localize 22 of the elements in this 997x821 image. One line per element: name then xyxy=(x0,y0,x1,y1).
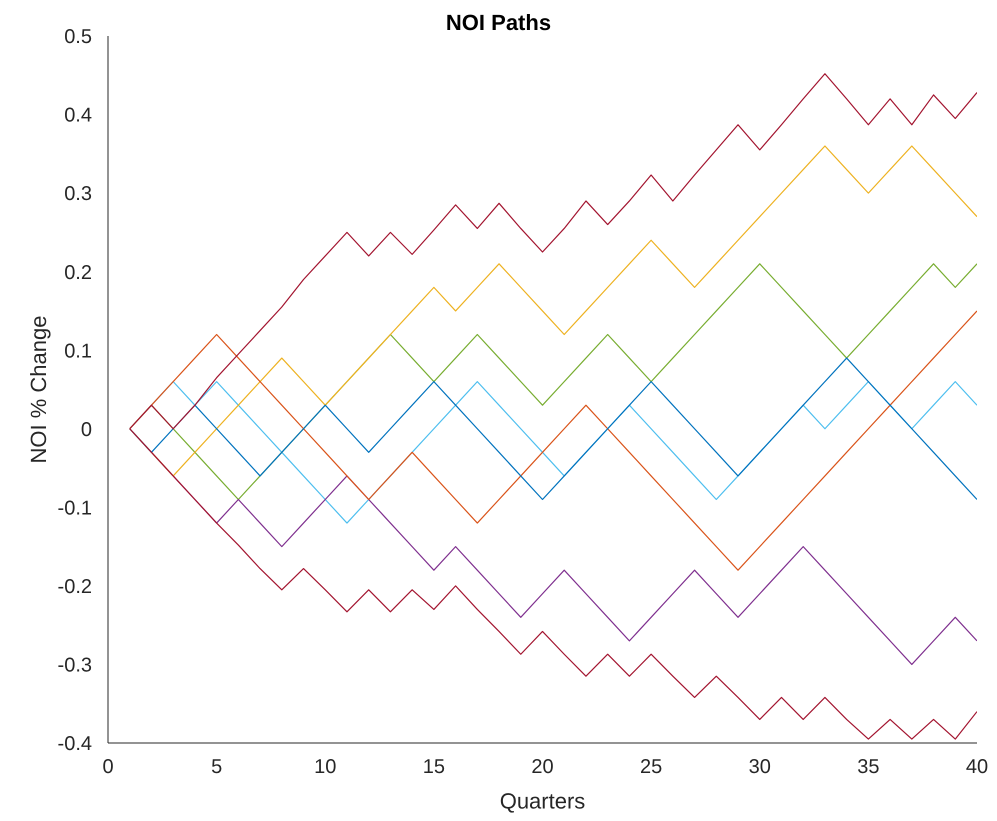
x-tick-label: 15 xyxy=(422,756,445,778)
y-tick-label: 0.5 xyxy=(64,26,92,48)
x-tick-label: 40 xyxy=(966,756,988,778)
x-tick-label: 0 xyxy=(102,756,114,778)
x-tick-label: 20 xyxy=(531,756,554,778)
x-tick-label: 30 xyxy=(748,756,771,778)
y-tick-label: -0.1 xyxy=(58,497,92,520)
x-tick-label: 10 xyxy=(314,756,336,778)
y-tick-label: 0.4 xyxy=(64,104,92,127)
x-tick-label: 35 xyxy=(857,756,880,778)
y-axis-title: NOI % Change xyxy=(26,316,51,464)
chart-title: NOI Paths xyxy=(446,10,552,35)
y-tick-label: 0.3 xyxy=(64,183,92,206)
x-tick-label: 5 xyxy=(211,756,222,778)
x-axis-title: Quarters xyxy=(500,788,586,814)
y-tick-label: -0.4 xyxy=(58,733,92,756)
y-tick-label: -0.2 xyxy=(58,576,92,598)
y-tick-label: 0.1 xyxy=(64,340,92,362)
y-tick-label: -0.3 xyxy=(58,654,92,677)
y-tick-label: 0.2 xyxy=(64,262,92,284)
y-tick-label: 0 xyxy=(80,418,92,441)
x-tick-label: 25 xyxy=(640,756,662,778)
